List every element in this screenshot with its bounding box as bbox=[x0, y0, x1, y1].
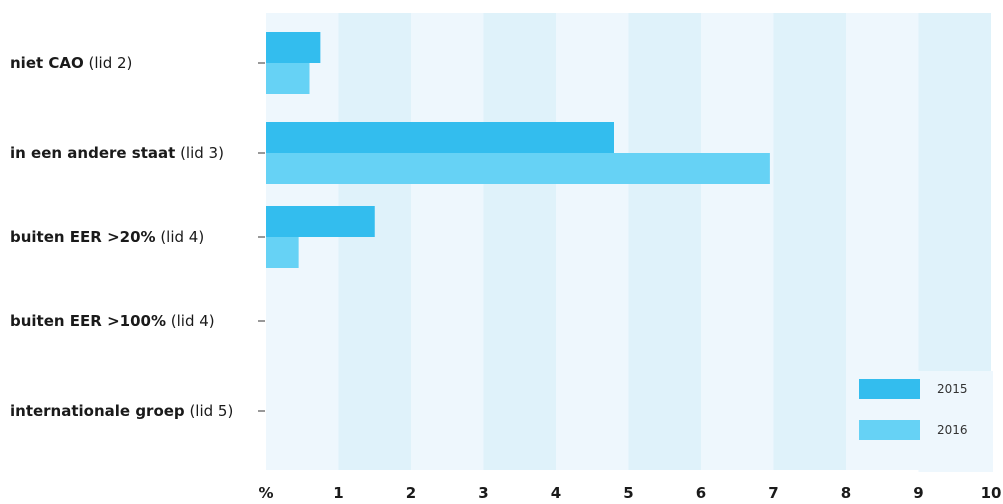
plot-background bbox=[266, 13, 993, 472]
bar-group bbox=[266, 32, 770, 268]
x-tick-label: 6 bbox=[696, 484, 706, 502]
plot-band bbox=[846, 13, 919, 470]
plot-band bbox=[411, 13, 484, 470]
x-tick-label: 8 bbox=[841, 484, 851, 502]
plot-band bbox=[773, 13, 846, 470]
bar-2016-0 bbox=[266, 63, 310, 94]
category-labels: niet CAO (lid 2) in een andere staat (lid… bbox=[10, 54, 265, 420]
plot-band bbox=[556, 13, 629, 470]
bar-2015-0 bbox=[266, 32, 321, 63]
x-tick-label: 4 bbox=[551, 484, 561, 502]
plot-band bbox=[338, 13, 411, 470]
x-tick-label: 7 bbox=[768, 484, 778, 502]
category-label: buiten EER >100% (lid 4) bbox=[10, 312, 215, 330]
legend: 2015 2016 bbox=[859, 379, 968, 440]
x-tick-label: 2 bbox=[406, 484, 416, 502]
category-label: buiten EER >20% (lid 4) bbox=[10, 228, 204, 246]
x-tick-label: % bbox=[258, 484, 273, 502]
legend-backdrop bbox=[918, 371, 993, 472]
x-tick-labels: % 1 2 3 4 5 6 7 8 9 10 bbox=[258, 484, 1001, 502]
bar-2015-2 bbox=[266, 206, 375, 237]
category-label: niet CAO (lid 2) bbox=[10, 54, 132, 72]
bar-2016-2 bbox=[266, 237, 299, 268]
category-label: internationale groep (lid 5) bbox=[10, 402, 233, 420]
legend-label-2015: 2015 bbox=[937, 382, 968, 396]
plot-band bbox=[701, 13, 774, 470]
plot-band bbox=[628, 13, 701, 470]
legend-swatch-2015 bbox=[859, 379, 920, 399]
category-label: in een andere staat (lid 3) bbox=[10, 144, 224, 162]
x-tick-label: 10 bbox=[981, 484, 1002, 502]
x-tick-label: 5 bbox=[623, 484, 633, 502]
legend-swatch-2016 bbox=[859, 420, 920, 440]
x-tick-label: 1 bbox=[333, 484, 343, 502]
bar-2015-1 bbox=[266, 122, 614, 153]
legend-label-2016: 2016 bbox=[937, 423, 968, 437]
x-tick-label: 9 bbox=[913, 484, 923, 502]
plot-band bbox=[483, 13, 556, 470]
bar-2016-1 bbox=[266, 153, 770, 184]
x-tick-label: 3 bbox=[478, 484, 488, 502]
